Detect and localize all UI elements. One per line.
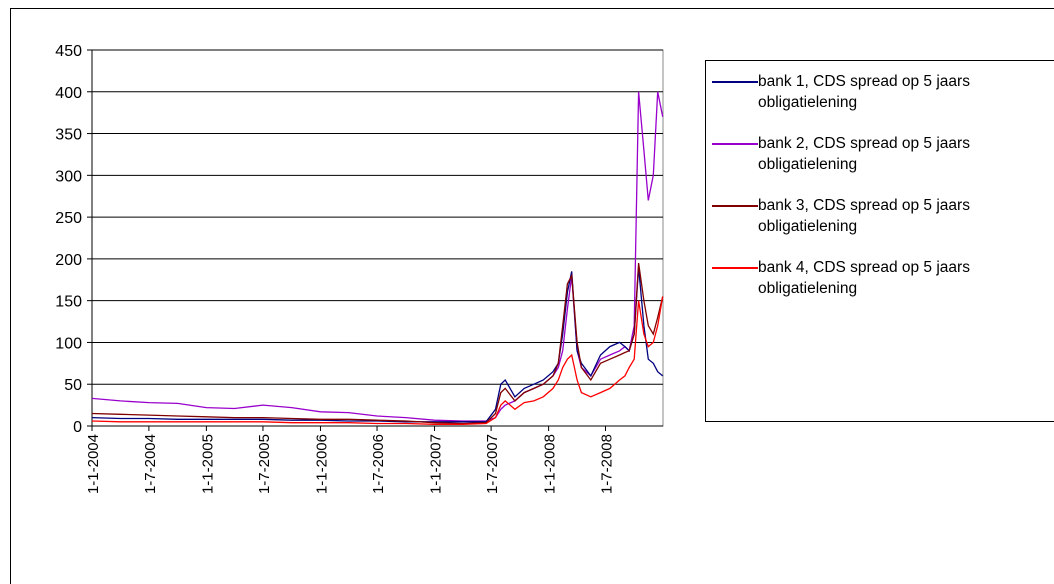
y-tick-label: 250	[55, 210, 82, 227]
legend-swatch	[712, 267, 758, 269]
legend-item: bank 3, CDS spread op 5 jaars obligatiel…	[706, 195, 1054, 237]
series-line	[91, 263, 664, 425]
x-tick-label: 1-1-2007	[428, 434, 445, 494]
legend-label: bank 3, CDS spread op 5 jaars obligatiel…	[758, 197, 970, 235]
legend: bank 1, CDS spread op 5 jaars obligatiel…	[705, 60, 1054, 422]
x-tick-label: 1-1-2008	[542, 434, 559, 494]
legend-item: bank 1, CDS spread op 5 jaars obligatiel…	[706, 71, 1054, 113]
legend-swatch	[712, 81, 758, 83]
x-tick-label: 1-1-2004	[85, 434, 102, 494]
legend-item: bank 2, CDS spread op 5 jaars obligatiel…	[706, 133, 1054, 175]
legend-swatch	[712, 205, 758, 207]
y-tick-label: 450	[55, 43, 82, 60]
x-tick-label: 1-7-2008	[598, 434, 615, 494]
y-tick-label: 300	[55, 168, 82, 185]
y-tick-label: 350	[55, 127, 82, 144]
y-tick-label: 100	[55, 335, 82, 352]
plot-area	[91, 49, 664, 427]
y-tick-label: 200	[55, 252, 82, 269]
legend-label: bank 4, CDS spread op 5 jaars obligatiel…	[758, 259, 970, 297]
y-tick-label: 0	[73, 419, 82, 436]
y-tick-label: 400	[55, 85, 82, 102]
legend-swatch	[712, 143, 758, 145]
x-tick-label: 1-7-2007	[484, 434, 501, 494]
legend-label: bank 2, CDS spread op 5 jaars obligatiel…	[758, 135, 970, 173]
x-tick-label: 1-7-2006	[370, 434, 387, 494]
legend-item: bank 4, CDS spread op 5 jaars obligatiel…	[706, 257, 1054, 299]
x-tick-label: 1-7-2005	[256, 434, 273, 494]
legend-label: bank 1, CDS spread op 5 jaars obligatiel…	[758, 73, 970, 111]
x-tick-label: 1-1-2006	[313, 434, 330, 494]
x-tick-label: 1-7-2004	[142, 434, 159, 494]
y-tick-label: 50	[64, 377, 82, 394]
y-tick-label: 150	[55, 294, 82, 311]
series-line	[91, 296, 664, 425]
x-tick-label: 1-1-2005	[199, 434, 216, 494]
